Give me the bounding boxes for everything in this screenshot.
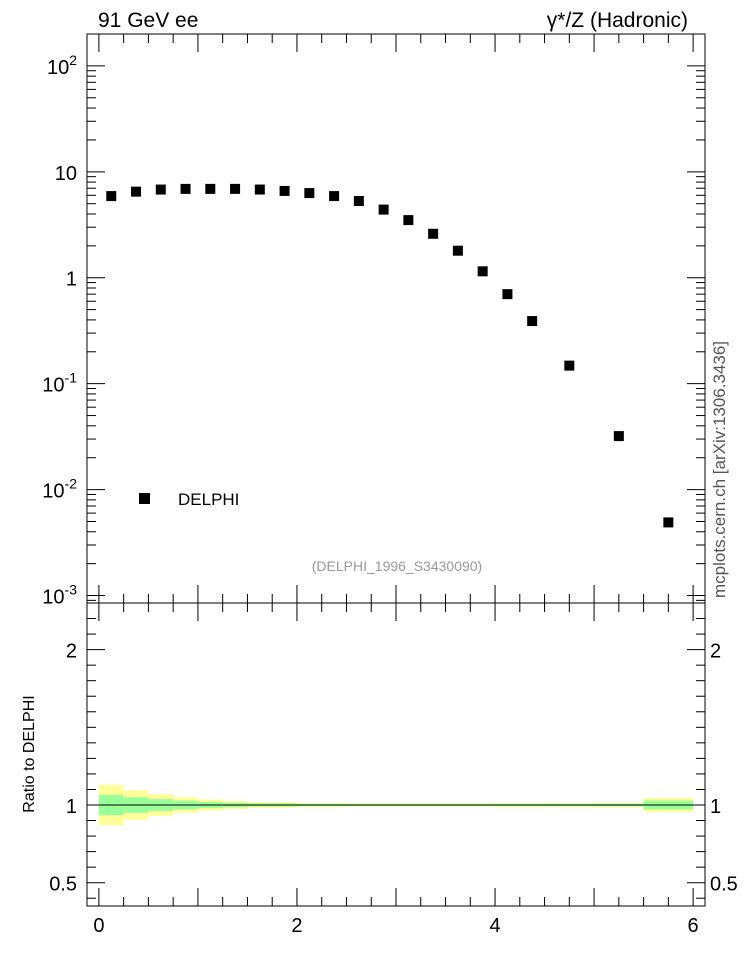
- legend-marker: [139, 493, 150, 504]
- legend-entry-delphi: DELPHI: [178, 490, 239, 509]
- main-y-tick-label: 10-1: [42, 370, 77, 397]
- data-point: [230, 183, 241, 194]
- data-point: [329, 191, 340, 202]
- data-point: [353, 196, 364, 207]
- main-y-tick-label: 10: [55, 163, 77, 185]
- side-label: mcplots.cern.ch [arXiv:1306.3436]: [710, 341, 729, 598]
- main-frame: [86, 33, 706, 604]
- ratio-panel: 0.5 1 2 0.5 1 2 0 2 4 6 Ratio to DELPHI: [21, 602, 738, 937]
- tick-base: 1: [66, 269, 77, 291]
- data-point: [663, 517, 674, 528]
- data-point: [613, 431, 624, 442]
- main-y-tick-label: 102: [47, 52, 77, 79]
- data-point: [155, 184, 166, 195]
- legend: DELPHI: [139, 490, 239, 509]
- data-point: [502, 289, 513, 300]
- tick-base: 10: [42, 375, 64, 397]
- ratio-y-tick-labels-left: 0.5 1 2: [49, 641, 77, 896]
- x-tick-label: 2: [291, 915, 302, 937]
- ratio-y-axis-label: Ratio to DELPHI: [21, 695, 38, 812]
- data-point: [452, 245, 463, 256]
- tick-base: 10: [55, 163, 77, 185]
- tick-exponent: 2: [69, 52, 77, 68]
- main-y-tick-label: 10-2: [42, 476, 77, 503]
- ratio-y-tick-label-right: 1: [710, 796, 721, 818]
- ratio-y-tick-label-right: 0.5: [710, 874, 738, 896]
- x-tick-label: 0: [93, 915, 104, 937]
- data-point: [403, 215, 414, 226]
- x-tick-label: 6: [688, 915, 699, 937]
- data-point: [131, 186, 142, 197]
- x-tick-label: 4: [489, 915, 500, 937]
- main-y-tick-label: 10-3: [42, 582, 77, 609]
- header-left-label: 91 GeV ee: [98, 9, 198, 32]
- ratio-y-tick-labels-right: 0.5 1 2: [710, 641, 738, 896]
- data-point: [564, 360, 575, 371]
- data-point: [180, 183, 191, 194]
- tick-exponent: -1: [65, 370, 78, 386]
- ratio-ticks: [87, 603, 705, 906]
- data-point: [477, 266, 488, 277]
- tick-exponent: -2: [65, 476, 78, 492]
- data-point: [378, 204, 389, 215]
- ratio-frame: [86, 602, 706, 907]
- data-point: [428, 228, 439, 239]
- main-ticks: [87, 33, 705, 603]
- x-tick-labels: 0 2 4 6: [93, 915, 698, 937]
- ratio-y-tick-label: 2: [66, 641, 77, 663]
- data-point: [527, 316, 538, 327]
- data-point: [205, 183, 216, 194]
- tick-exponent: -3: [65, 582, 78, 598]
- ratio-y-tick-label: 0.5: [49, 874, 77, 896]
- header-right-label: γ*/Z (Hadronic): [547, 9, 688, 32]
- ratio-y-tick-label: 1: [66, 796, 77, 818]
- data-point: [106, 191, 117, 202]
- data-point: [254, 184, 265, 195]
- data-point: [279, 185, 290, 196]
- tick-base: 10: [42, 481, 64, 503]
- data-point: [304, 188, 315, 199]
- tick-base: 10: [42, 587, 64, 609]
- ratio-y-tick-label-right: 2: [710, 641, 721, 663]
- main-y-tick-label: 1: [66, 269, 77, 291]
- watermark: (DELPHI_1996_S3430090): [312, 558, 482, 574]
- main-points: [106, 183, 674, 528]
- tick-base: 10: [47, 57, 69, 79]
